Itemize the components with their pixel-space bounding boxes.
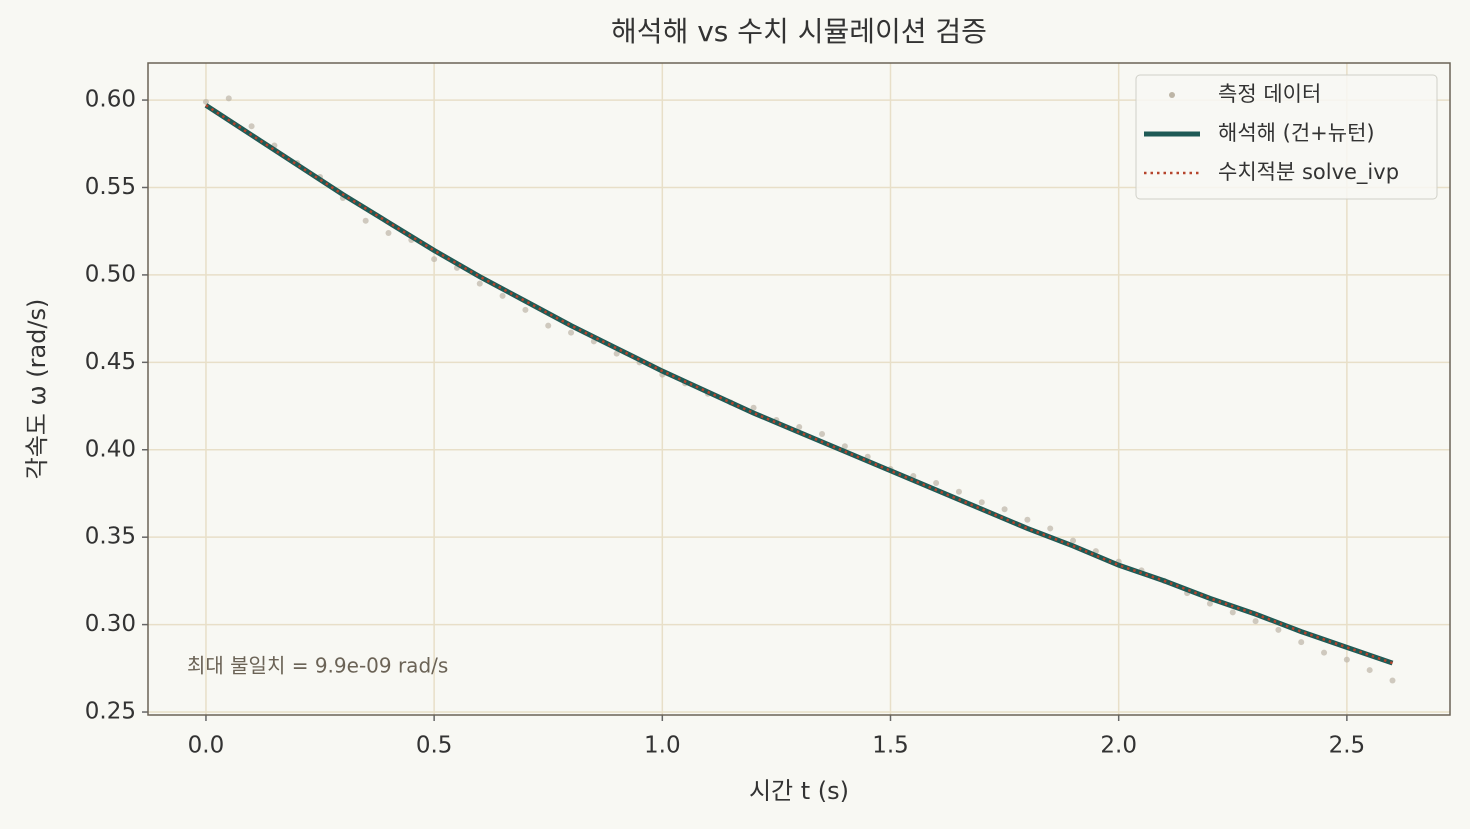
y-tick-label: 0.50 — [85, 261, 136, 287]
data-point — [933, 479, 940, 486]
data-point — [819, 431, 826, 438]
chart-title: 해석해 vs 수치 시뮬레이션 검증 — [611, 15, 987, 48]
data-point — [431, 256, 438, 263]
data-point — [1343, 656, 1350, 663]
data-line — [205, 104, 1393, 665]
data-point — [1001, 506, 1008, 513]
x-tick-label: 2.0 — [1100, 733, 1137, 759]
data-point — [1366, 667, 1373, 674]
data-point — [1321, 649, 1328, 656]
legend-marker — [1169, 92, 1175, 98]
y-tick-label: 0.25 — [85, 699, 136, 725]
data-point — [1252, 618, 1259, 625]
y-tick-label: 0.55 — [85, 174, 136, 200]
y-axis-label: 각속도 ω (rad/s) — [23, 299, 51, 480]
x-tick-label: 1.5 — [872, 733, 909, 759]
data-point — [1024, 516, 1031, 523]
data-point — [1229, 609, 1236, 616]
x-axis-label: 시간 t (s) — [749, 777, 849, 805]
data-point — [613, 350, 620, 357]
data-point — [955, 488, 962, 495]
y-tick-label: 0.40 — [85, 436, 136, 462]
data-point — [499, 292, 506, 299]
data-point — [522, 306, 529, 313]
legend-box — [1135, 74, 1438, 200]
legend-label: 측정 데이터 — [1218, 82, 1321, 106]
data-point — [978, 499, 985, 506]
annotation: 최대 불일치 = 9.9e-09 rad/s — [187, 654, 448, 678]
x-tick-label: 2.5 — [1329, 733, 1366, 759]
data-point — [841, 443, 848, 450]
data-point — [1389, 677, 1396, 684]
data-point — [362, 217, 369, 224]
data-point — [1070, 537, 1077, 544]
legend-label: 해석해 (건+뉴턴) — [1218, 121, 1375, 145]
data-point — [796, 424, 803, 431]
y-tick-label: 0.45 — [85, 349, 136, 375]
data-point — [1298, 639, 1305, 646]
data-point — [1275, 626, 1282, 633]
data-point — [1206, 600, 1213, 607]
data-point — [545, 322, 552, 329]
data-point — [750, 404, 757, 411]
y-tick-label: 0.60 — [85, 87, 136, 113]
x-tick-label: 0.0 — [188, 733, 225, 759]
legend-label: 수치적분 solve_ivp — [1218, 160, 1399, 185]
y-tick-label: 0.30 — [85, 611, 136, 637]
data-point — [568, 329, 575, 336]
data-point — [476, 280, 483, 287]
data-point — [385, 229, 392, 236]
x-tick-label: 1.0 — [644, 733, 681, 759]
y-tick-label: 0.35 — [85, 524, 136, 550]
data-point — [1047, 525, 1054, 532]
plot-frame — [147, 62, 1451, 716]
x-tick-label: 0.5 — [416, 733, 453, 759]
data-point — [225, 95, 232, 102]
data-point — [248, 123, 255, 130]
